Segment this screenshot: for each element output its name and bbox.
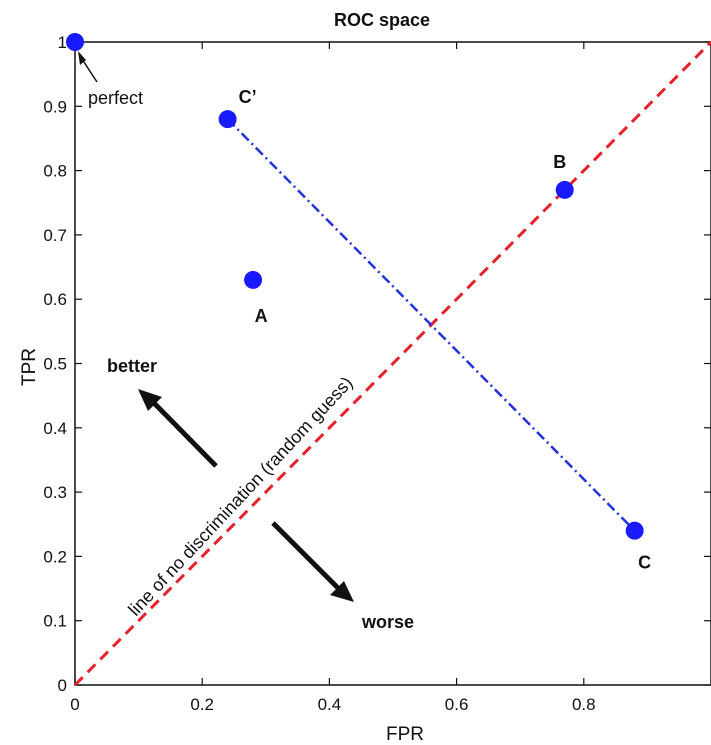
random-guess-line — [73, 40, 711, 687]
x-tick-label: 0.2 — [190, 695, 214, 714]
worse-label: worse — [361, 612, 414, 632]
x-tick-label: 0.8 — [572, 695, 596, 714]
x-axis-label: FPR — [386, 724, 424, 745]
y-axis-ticks: 0 0.1 0.2 0.3 0.4 0.5 0.6 0.7 0.8 0.9 1 — [43, 33, 711, 695]
data-point — [218, 110, 237, 129]
better-arrow-shaft — [152, 401, 218, 468]
data-point — [555, 180, 574, 199]
y-tick-label: 0 — [58, 676, 67, 695]
point-labels: C’ B A C — [239, 87, 652, 573]
y-tick-label: 0.2 — [43, 547, 67, 566]
y-tick-label: 0.3 — [43, 483, 67, 502]
c-cprime-line — [226, 118, 636, 532]
x-tick-label: 0.4 — [318, 695, 342, 714]
point-label: C’ — [239, 87, 257, 107]
data-points — [66, 33, 644, 540]
y-tick-label: 0.9 — [43, 97, 67, 116]
x-axis-ticks: 0 0.2 0.4 0.6 0.8 — [70, 42, 596, 714]
data-point — [625, 521, 644, 540]
worse-arrow-shaft — [271, 521, 340, 590]
y-tick-label: 0.4 — [43, 419, 67, 438]
point-label: C — [638, 553, 651, 573]
data-point — [244, 270, 263, 289]
chart-title: ROC space — [334, 10, 430, 30]
y-tick-label: 1 — [58, 33, 67, 52]
point-label: A — [255, 306, 268, 326]
y-tick-label: 0.7 — [43, 226, 67, 245]
y-tick-label: 0.1 — [43, 612, 67, 631]
perfect-arrow-head — [78, 51, 86, 65]
y-tick-label: 0.8 — [43, 162, 67, 181]
perfect-label: perfect — [88, 88, 143, 108]
x-tick-label: 0.6 — [445, 695, 469, 714]
better-label: better — [107, 356, 157, 376]
y-tick-label: 0.5 — [43, 355, 67, 374]
y-tick-label: 0.6 — [43, 290, 67, 309]
better-arrow-head — [138, 389, 162, 411]
point-label: B — [553, 152, 566, 172]
y-axis-label: TPR — [19, 348, 40, 386]
worse-arrow-head — [330, 581, 354, 602]
x-tick-label: 0 — [70, 695, 79, 714]
data-point — [66, 33, 84, 51]
